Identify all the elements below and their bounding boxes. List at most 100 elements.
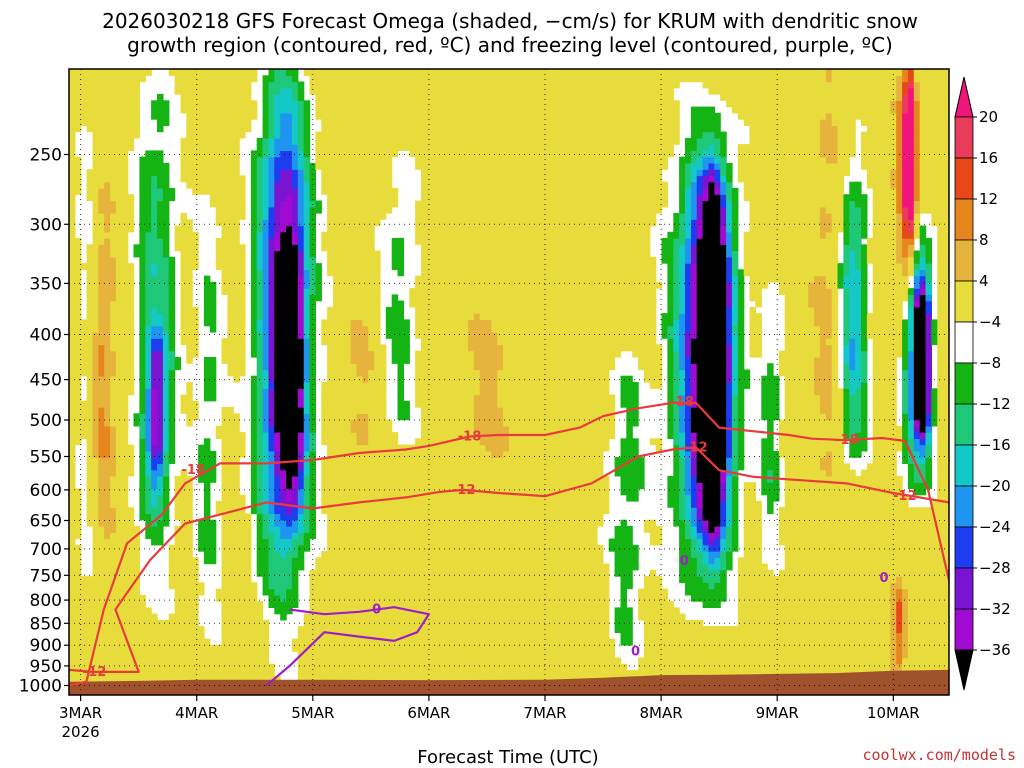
omega-cell (685, 526, 692, 533)
omega-cell (250, 663, 258, 671)
omega-cell (127, 607, 135, 615)
omega-cell (421, 526, 428, 533)
omega-cell (520, 551, 528, 558)
omega-cell (661, 670, 668, 677)
omega-cell (303, 494, 311, 502)
omega-cell (602, 657, 610, 665)
omega-cell (186, 551, 193, 558)
omega-cell (162, 469, 170, 477)
omega-cell (773, 619, 780, 627)
omega-cell (743, 507, 751, 515)
omega-cell (321, 463, 328, 471)
omega-cell (356, 569, 363, 577)
omega-cell (708, 601, 715, 608)
omega-cell (221, 475, 228, 483)
omega-cell (69, 601, 76, 608)
omega-cell (233, 532, 240, 540)
omega-cell (790, 644, 798, 652)
omega-cell (209, 475, 217, 483)
omega-cell (110, 544, 117, 552)
omega-cell (409, 626, 416, 633)
omega-cell (673, 670, 680, 677)
omega-cell (878, 532, 886, 540)
omega-cell (702, 500, 710, 508)
omega-cell (702, 632, 710, 640)
omega-cell (819, 626, 827, 633)
omega-cell (368, 532, 375, 540)
omega-cell (514, 563, 522, 571)
omega-cell (473, 544, 481, 552)
omega-cell (256, 638, 264, 646)
omega-cell (708, 644, 715, 652)
omega-cell (145, 676, 152, 684)
omega-cell (86, 513, 94, 521)
omega-cell (297, 494, 305, 502)
omega-cell (168, 457, 176, 464)
omega-cell (127, 657, 135, 665)
omega-cell (403, 601, 410, 608)
omega-cell (837, 563, 844, 571)
omega-cell (421, 594, 428, 602)
omega-cell (133, 582, 140, 590)
omega-cell (426, 519, 434, 527)
omega-cell (579, 594, 586, 602)
omega-cell (708, 594, 715, 602)
omega-cell (925, 657, 932, 665)
omega-cell (268, 519, 275, 527)
omega-cell (573, 500, 580, 508)
omega-cell (145, 494, 152, 502)
omega-cell (409, 563, 416, 571)
omega-cell (104, 601, 111, 608)
omega-cell (755, 644, 762, 652)
omega-cell (878, 544, 886, 552)
omega-cell (761, 475, 768, 483)
omega-cell (503, 544, 510, 552)
omega-cell (426, 626, 434, 633)
omega-cell (602, 638, 610, 646)
omega-cell (456, 582, 463, 590)
omega-cell (825, 507, 833, 515)
omega-cell (702, 657, 710, 665)
omega-cell (368, 582, 375, 590)
omega-cell (685, 469, 692, 477)
omega-cell (755, 651, 762, 659)
omega-cell (767, 582, 774, 590)
omega-cell (268, 670, 275, 677)
omega-cell (74, 569, 82, 577)
omega-cell (327, 544, 334, 552)
omega-cell (186, 563, 193, 571)
omega-cell (69, 663, 76, 671)
omega-cell (139, 500, 146, 508)
omega-cell (438, 657, 446, 665)
omega-cell (280, 569, 287, 577)
omega-cell (115, 632, 123, 640)
omega-cell (503, 507, 510, 515)
omega-cell (579, 651, 586, 659)
omega-cell (749, 632, 756, 640)
omega-cell (145, 457, 152, 464)
omega-cell (925, 519, 932, 527)
omega-cell (297, 644, 305, 652)
omega-cell (790, 626, 798, 633)
omega-cell (685, 569, 692, 577)
omega-cell (843, 644, 850, 652)
omega-cell (638, 475, 645, 483)
omega-cell (86, 582, 94, 590)
omega-cell (233, 469, 240, 477)
omega-cell (421, 457, 428, 464)
omega-cell (286, 469, 293, 477)
omega-cell (626, 607, 633, 615)
omega-cell (162, 463, 170, 471)
omega-cell (456, 532, 463, 540)
omega-cell (561, 644, 569, 652)
omega-cell (467, 594, 475, 602)
omega-cell (808, 644, 815, 652)
omega-cell (514, 557, 522, 565)
omega-cell (778, 594, 786, 602)
omega-cell (221, 657, 228, 665)
omega-cell (825, 576, 833, 583)
omega-cell (180, 576, 187, 583)
omega-cell (814, 576, 821, 583)
omega-cell (221, 651, 228, 659)
omega-cell (925, 582, 932, 590)
